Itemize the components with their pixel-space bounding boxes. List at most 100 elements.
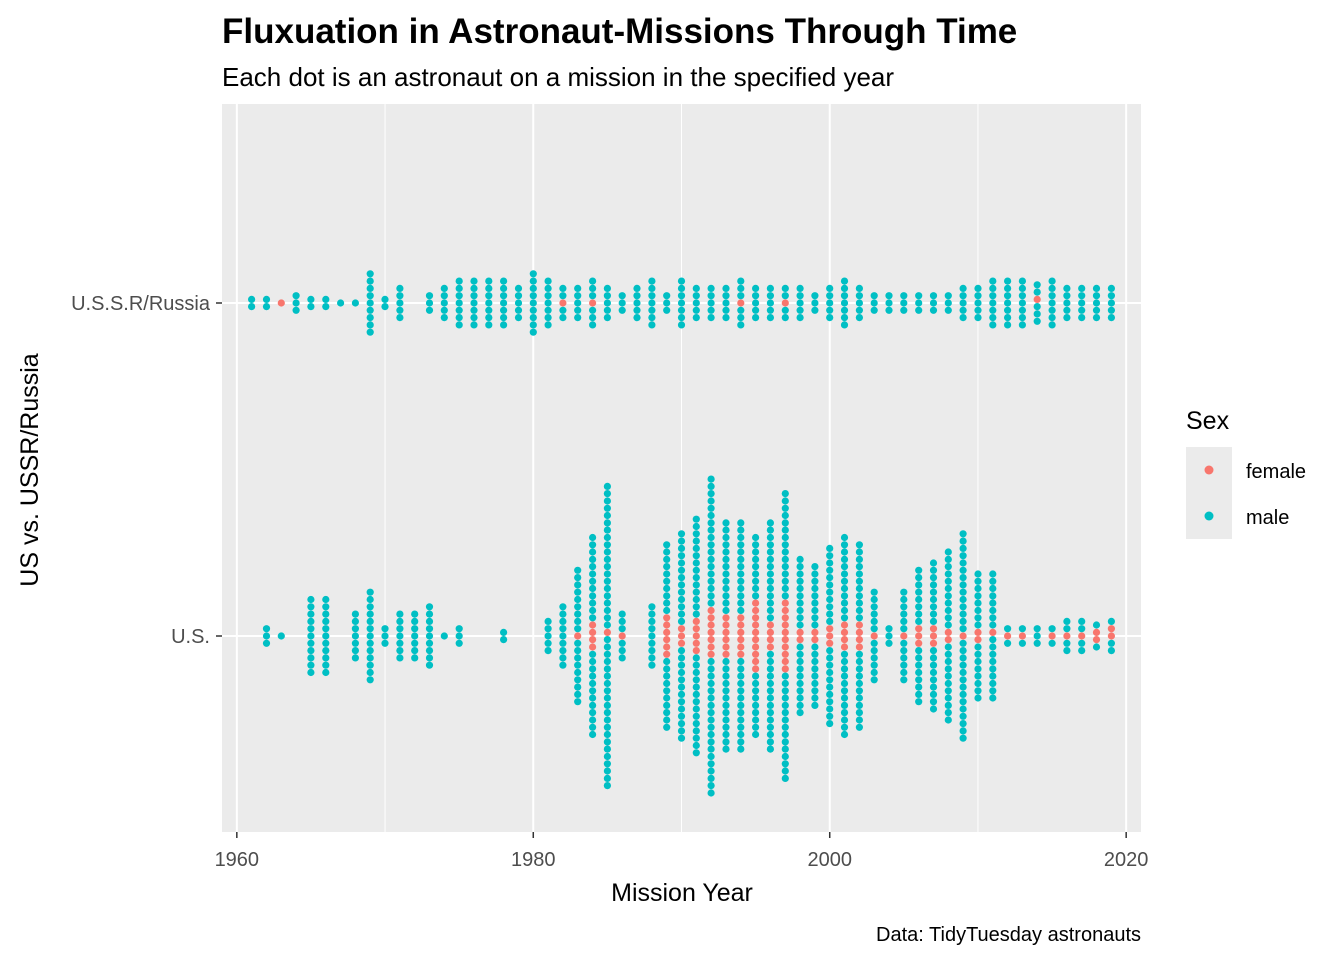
point-male [707, 774, 715, 783]
point-male [529, 314, 537, 322]
point-female [840, 621, 849, 629]
point-male [322, 617, 330, 626]
point-male [840, 679, 849, 688]
point-male [677, 588, 686, 596]
point-male [900, 603, 908, 611]
point-male [425, 610, 434, 618]
point-male [707, 533, 715, 542]
point-male [737, 555, 745, 564]
point-female [915, 632, 923, 640]
point-male [959, 705, 967, 713]
point-male [959, 292, 967, 300]
point-male [826, 603, 834, 611]
point-male [559, 306, 567, 314]
point-male [737, 541, 745, 549]
point-male [663, 716, 671, 724]
point-male [425, 632, 434, 640]
point-male [1004, 277, 1012, 285]
point-male [692, 727, 700, 735]
point-male [589, 555, 597, 564]
y-axis: U.S. U.S.S.R/Russia [71, 293, 222, 648]
point-male [351, 299, 359, 307]
point-male [1063, 292, 1071, 300]
point-male [425, 299, 434, 307]
point-male [959, 690, 967, 699]
point-male [322, 625, 330, 633]
point-male [974, 292, 982, 300]
point-male [425, 639, 434, 647]
point-male [959, 698, 967, 706]
point-male [781, 745, 789, 753]
point-male [840, 584, 849, 593]
point-male [544, 292, 552, 300]
point-male [752, 548, 760, 556]
point-male [485, 314, 493, 322]
point-male [396, 647, 404, 655]
point-male [589, 606, 597, 615]
point-female [707, 606, 715, 615]
point-male [840, 606, 849, 615]
point-male [989, 314, 997, 322]
point-male [1048, 639, 1056, 647]
point-male [826, 661, 834, 669]
point-male [796, 299, 804, 307]
point-male [944, 687, 952, 695]
point-male [840, 570, 849, 578]
point-female [781, 643, 789, 651]
point-male [781, 760, 789, 768]
point-male [663, 563, 671, 571]
point-male [811, 657, 819, 666]
point-female [929, 639, 938, 647]
point-male [663, 694, 671, 702]
point-male [707, 599, 715, 607]
point-male [381, 303, 389, 311]
point-male [663, 299, 671, 307]
point-female [752, 657, 760, 666]
point-male [974, 306, 982, 314]
point-male [915, 647, 923, 655]
point-male [322, 303, 330, 311]
point-male [752, 584, 760, 593]
point-male [692, 515, 700, 523]
point-male [707, 541, 715, 549]
point-female [929, 625, 938, 633]
point-male [722, 563, 730, 571]
point-male [989, 592, 997, 600]
point-male [944, 599, 952, 607]
point-male [707, 519, 715, 527]
point-male [500, 284, 508, 292]
point-male [455, 314, 463, 322]
point-male [589, 563, 597, 571]
point-male [722, 299, 730, 307]
point-female [915, 639, 923, 647]
point-male [514, 314, 523, 322]
point-male [885, 632, 893, 640]
point-male [840, 614, 849, 622]
point-female [663, 621, 671, 629]
point-male [603, 782, 612, 790]
point-male [974, 570, 982, 578]
point-male [781, 767, 789, 775]
point-male [455, 321, 463, 329]
y-tick-label: U.S. [171, 626, 210, 648]
point-male [440, 299, 448, 307]
point-male [648, 299, 656, 307]
point-male [766, 723, 775, 731]
point-male [826, 647, 834, 655]
point-male [381, 639, 389, 647]
point-male [707, 723, 715, 731]
point-female [618, 632, 626, 640]
point-female [1107, 632, 1115, 640]
point-male [277, 632, 285, 640]
point-male [826, 617, 834, 626]
point-male [589, 716, 597, 724]
point-male [722, 657, 730, 666]
point-male [351, 654, 359, 662]
point-male [900, 654, 908, 662]
point-male [870, 306, 878, 314]
point-male [366, 639, 374, 647]
point-male [1048, 306, 1056, 314]
point-male [618, 639, 626, 647]
point-male [707, 577, 715, 585]
point-male [692, 720, 700, 728]
